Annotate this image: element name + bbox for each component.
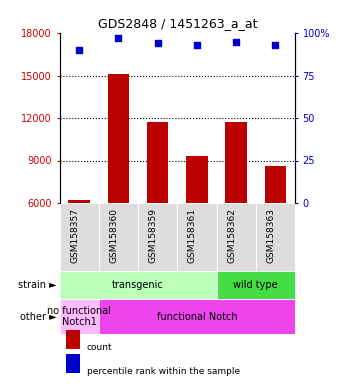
- Bar: [217, 271, 295, 299]
- Bar: [69, 200, 90, 203]
- Text: GSM158360: GSM158360: [109, 209, 119, 263]
- Text: wild type: wild type: [234, 280, 278, 290]
- Bar: [177, 203, 217, 271]
- Text: no functional
Notch1: no functional Notch1: [47, 306, 111, 327]
- Bar: [256, 203, 295, 271]
- Bar: [225, 122, 247, 203]
- Text: GSM158359: GSM158359: [149, 209, 158, 263]
- Text: strain ►: strain ►: [18, 280, 56, 290]
- Text: other ►: other ►: [20, 311, 56, 321]
- Bar: [138, 203, 177, 271]
- Bar: [66, 354, 80, 372]
- Bar: [217, 203, 256, 271]
- Bar: [60, 271, 217, 299]
- Title: GDS2848 / 1451263_a_at: GDS2848 / 1451263_a_at: [98, 17, 257, 30]
- Bar: [60, 299, 99, 334]
- Bar: [147, 122, 168, 203]
- Point: [76, 47, 82, 53]
- Bar: [186, 156, 208, 203]
- Point: [116, 35, 121, 41]
- Text: GSM158363: GSM158363: [266, 209, 275, 263]
- Point: [194, 42, 199, 48]
- Point: [155, 40, 160, 46]
- Text: count: count: [87, 343, 113, 352]
- Text: transgenic: transgenic: [112, 280, 164, 290]
- Bar: [66, 330, 80, 349]
- Point: [233, 38, 239, 45]
- Text: GSM158362: GSM158362: [227, 209, 236, 263]
- Bar: [99, 299, 295, 334]
- Text: percentile rank within the sample: percentile rank within the sample: [87, 367, 240, 376]
- Bar: [60, 203, 99, 271]
- Bar: [265, 166, 286, 203]
- Bar: [99, 203, 138, 271]
- Text: GSM158361: GSM158361: [188, 209, 197, 263]
- Text: functional Notch: functional Notch: [157, 311, 237, 321]
- Point: [272, 42, 278, 48]
- Bar: [108, 74, 129, 203]
- Text: GSM158357: GSM158357: [70, 209, 79, 263]
